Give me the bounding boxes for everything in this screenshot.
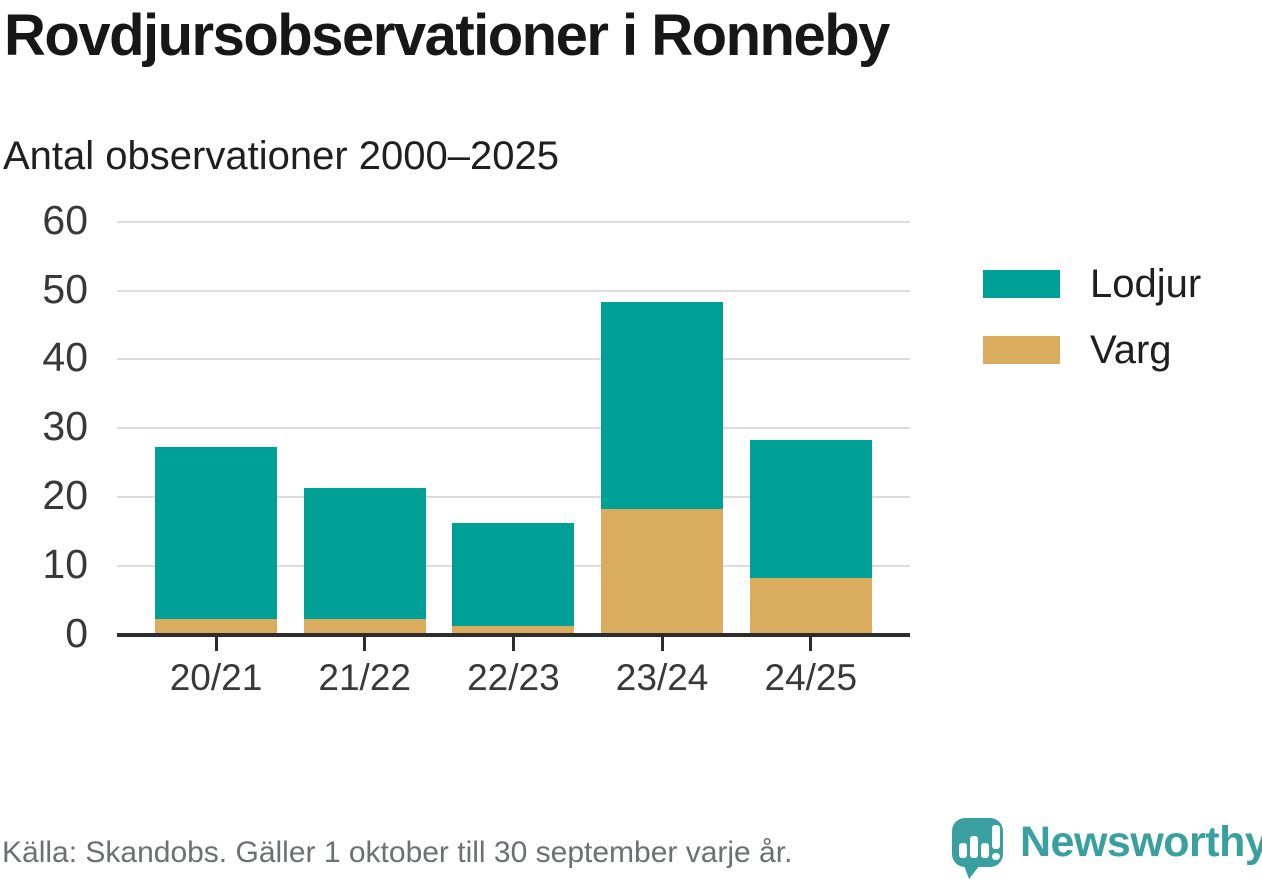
bar-segment-lodjur-24/25 [749,440,872,578]
legend-item-lodjur: Lodjur [983,264,1201,304]
x-axis-tick [809,637,813,651]
x-axis-tick [214,637,218,651]
bar-segment-varg-22/23 [452,626,575,633]
gridline-30 [117,427,910,430]
legend-label-lodjur: Lodjur [1090,262,1202,306]
x-axis-tick [660,637,664,651]
source-note: Källa: Skandobs. Gäller 1 oktober till 3… [2,836,793,869]
chart-title: Rovdjursobservationer i Ronneby [4,3,890,68]
brand-name: Newsworthy [1020,818,1262,866]
bar-segment-lodjur-23/24 [601,302,724,509]
legend-swatch-lodjur [983,270,1060,298]
bar-segment-varg-21/22 [303,619,426,633]
bar-segment-varg-24/25 [749,577,872,633]
y-axis-tick-label: 50 [42,265,88,312]
bar-segment-varg-20/21 [155,619,277,633]
gridline-60 [117,220,910,223]
brand-logo: Newsworthy [952,818,1262,879]
legend-swatch-varg [983,336,1060,364]
chart-subtitle: Antal observationer 2000–2025 [3,134,559,178]
y-axis-tick-label: 0 [65,609,88,656]
legend: Lodjur Varg [983,264,1201,370]
y-axis-tick-label: 60 [42,196,88,243]
x-axis-tick [511,637,515,651]
bar-segment-lodjur-22/23 [452,522,575,627]
y-axis-tick-label: 40 [42,334,88,381]
x-axis-tick-label: 23/24 [615,657,709,698]
bar-segment-varg-23/24 [601,508,724,633]
gridline-50 [117,289,910,292]
bar-segment-lodjur-21/22 [303,488,426,620]
bar-segment-lodjur-20/21 [155,446,277,620]
x-axis-tick-label: 21/22 [318,657,411,698]
x-axis-tick [363,637,367,651]
legend-item-varg: Varg [983,330,1201,370]
gridline-40 [117,358,910,361]
x-axis-tick-label: 22/23 [467,657,560,698]
y-axis-tick-label: 30 [42,403,88,450]
y-axis-tick-label: 10 [42,540,88,587]
y-axis-tick-label: 20 [42,472,88,519]
newsworthy-bubble-icon [952,818,1003,879]
x-axis-tick-label: 20/21 [169,657,263,698]
gridline-20 [117,496,910,499]
x-axis-line [117,633,910,637]
x-axis-tick-label: 24/25 [764,657,858,698]
legend-label-varg: Varg [1090,328,1172,372]
